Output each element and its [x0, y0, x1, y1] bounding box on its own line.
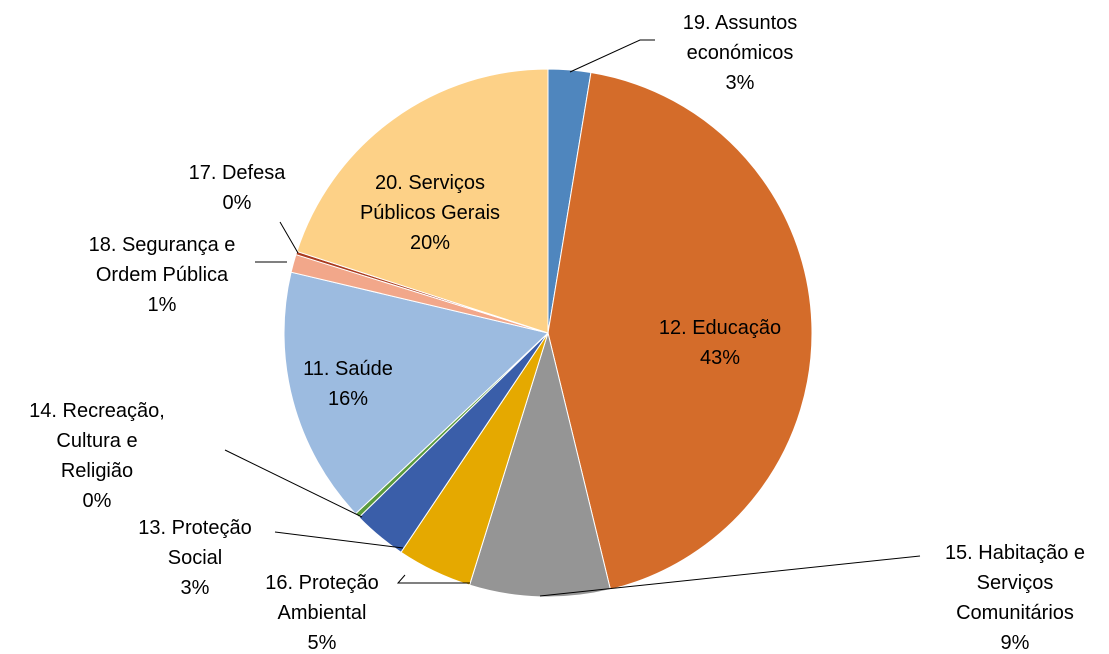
pie-slice	[296, 68, 549, 334]
percent-label: 3%	[725, 72, 755, 94]
category-label: 15. Habitação e Serviços Comunitários	[944, 542, 1086, 624]
category-label: 18. Segurança e Ordem Pública	[88, 234, 236, 286]
slice-label: 14. Recreação, Cultura e Religião 0%	[22, 396, 172, 516]
percent-label: 16%	[327, 388, 369, 410]
slice-label: 13. Proteção Social 3%	[120, 513, 270, 603]
percent-label: 43%	[699, 347, 741, 369]
slice-label: 17. Defesa 0%	[162, 158, 312, 218]
percent-label: 0%	[82, 490, 112, 512]
slice-label: 11. Saúde 16%	[273, 354, 423, 414]
leader-line	[569, 39, 655, 73]
slice-label: 18. Segurança e Ordem Pública 1%	[72, 230, 252, 320]
pie-slice	[547, 71, 813, 591]
slice-label: 16. Proteção Ambiental 5%	[247, 568, 397, 654]
percent-label: 1%	[147, 294, 177, 316]
leader-line	[224, 449, 363, 518]
slice-label: 19. Assuntos económicos 3%	[660, 8, 820, 98]
leader-line	[279, 221, 299, 254]
slice-label: 12. Educação 43%	[620, 313, 820, 373]
category-label: 19. Assuntos económicos	[682, 12, 798, 64]
percent-label: 3%	[180, 577, 210, 599]
slice-label: 20. Serviços Públicos Gerais 20%	[345, 168, 515, 258]
leader-line	[274, 531, 404, 549]
percent-label: 9%	[1000, 632, 1030, 654]
category-label: 12. Educação	[658, 317, 782, 339]
pie-slice	[468, 331, 612, 598]
leader-line	[396, 574, 470, 584]
category-label: 13. Proteção Social	[138, 517, 252, 569]
category-label: 14. Recreação, Cultura e Religião	[29, 400, 165, 482]
pie-slice	[283, 271, 550, 515]
percent-label: 0%	[222, 192, 252, 214]
percent-label: 20%	[409, 232, 451, 254]
slice-label: 15. Habitação e Serviços Comunitários 9%	[928, 538, 1103, 654]
leader-line	[539, 555, 921, 597]
category-label: 17. Defesa	[188, 162, 286, 184]
category-label: 20. Serviços Públicos Gerais	[359, 172, 501, 224]
category-label: 11. Saúde	[303, 358, 393, 380]
percent-label: 5%	[307, 632, 337, 654]
category-label: 16. Proteção Ambiental	[265, 572, 379, 624]
